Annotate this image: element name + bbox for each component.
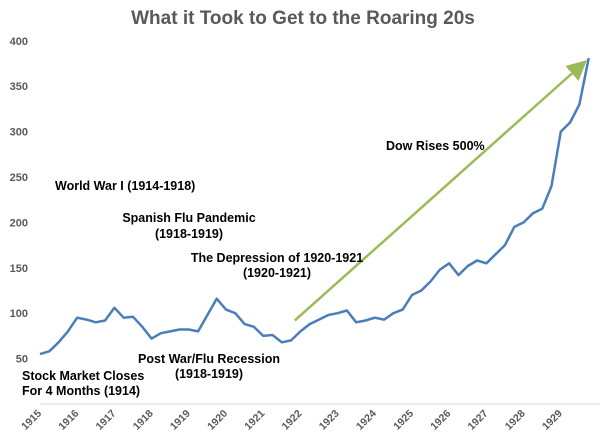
y-tick-label: 400 xyxy=(10,36,28,48)
y-tick-label: 50 xyxy=(16,354,28,366)
annotation-dow-rises: Dow Rises 500% xyxy=(386,139,485,153)
rise-arrow xyxy=(293,60,587,322)
x-tick-label: 1916 xyxy=(56,408,81,433)
annotation-depression: The Depression of 1920-1921 xyxy=(191,251,363,265)
x-tick-label: 1915 xyxy=(19,408,44,433)
y-tick-label: 150 xyxy=(10,263,28,275)
x-tick-label: 1922 xyxy=(280,408,305,433)
x-tick-label: 1925 xyxy=(391,408,416,433)
annotation-market-closes: Stock Market Closes xyxy=(22,369,144,383)
y-tick-label: 350 xyxy=(10,81,28,93)
annotation-market-closes-2: For 4 Months (1914) xyxy=(22,384,140,398)
x-tick-label: 1927 xyxy=(466,408,491,433)
y-tick-label: 200 xyxy=(10,217,28,229)
x-tick-label: 1918 xyxy=(131,408,156,433)
x-tick-label: 1926 xyxy=(428,408,453,433)
y-tick-label: 100 xyxy=(10,308,28,320)
x-tick-label: 1919 xyxy=(168,408,193,433)
x-tick-label: 1921 xyxy=(242,408,267,433)
x-tick-label: 1917 xyxy=(94,408,119,433)
x-tick-label: 1929 xyxy=(540,408,565,433)
y-tick-label: 250 xyxy=(10,172,28,184)
x-tick-label: 1923 xyxy=(317,408,342,433)
x-tick-label: 1924 xyxy=(354,408,379,433)
annotation-recession: Post War/Flu Recession xyxy=(138,352,280,366)
chart-title: What it Took to Get to the Roaring 20s xyxy=(131,8,475,29)
annotation-depression-years: (1920-1921) xyxy=(243,266,311,280)
annotation-wwi: World War I (1914-1918) xyxy=(55,179,195,193)
annotation-flu-years: (1918-1919) xyxy=(155,227,223,241)
y-tick-label: 300 xyxy=(10,127,28,139)
x-tick-label: 1928 xyxy=(503,408,528,433)
x-tick-label: 1920 xyxy=(205,408,230,433)
dow-series-line xyxy=(39,57,590,356)
annotation-recession-years: (1918-1919) xyxy=(175,367,243,381)
annotation-flu: Spanish Flu Pandemic xyxy=(122,211,255,225)
